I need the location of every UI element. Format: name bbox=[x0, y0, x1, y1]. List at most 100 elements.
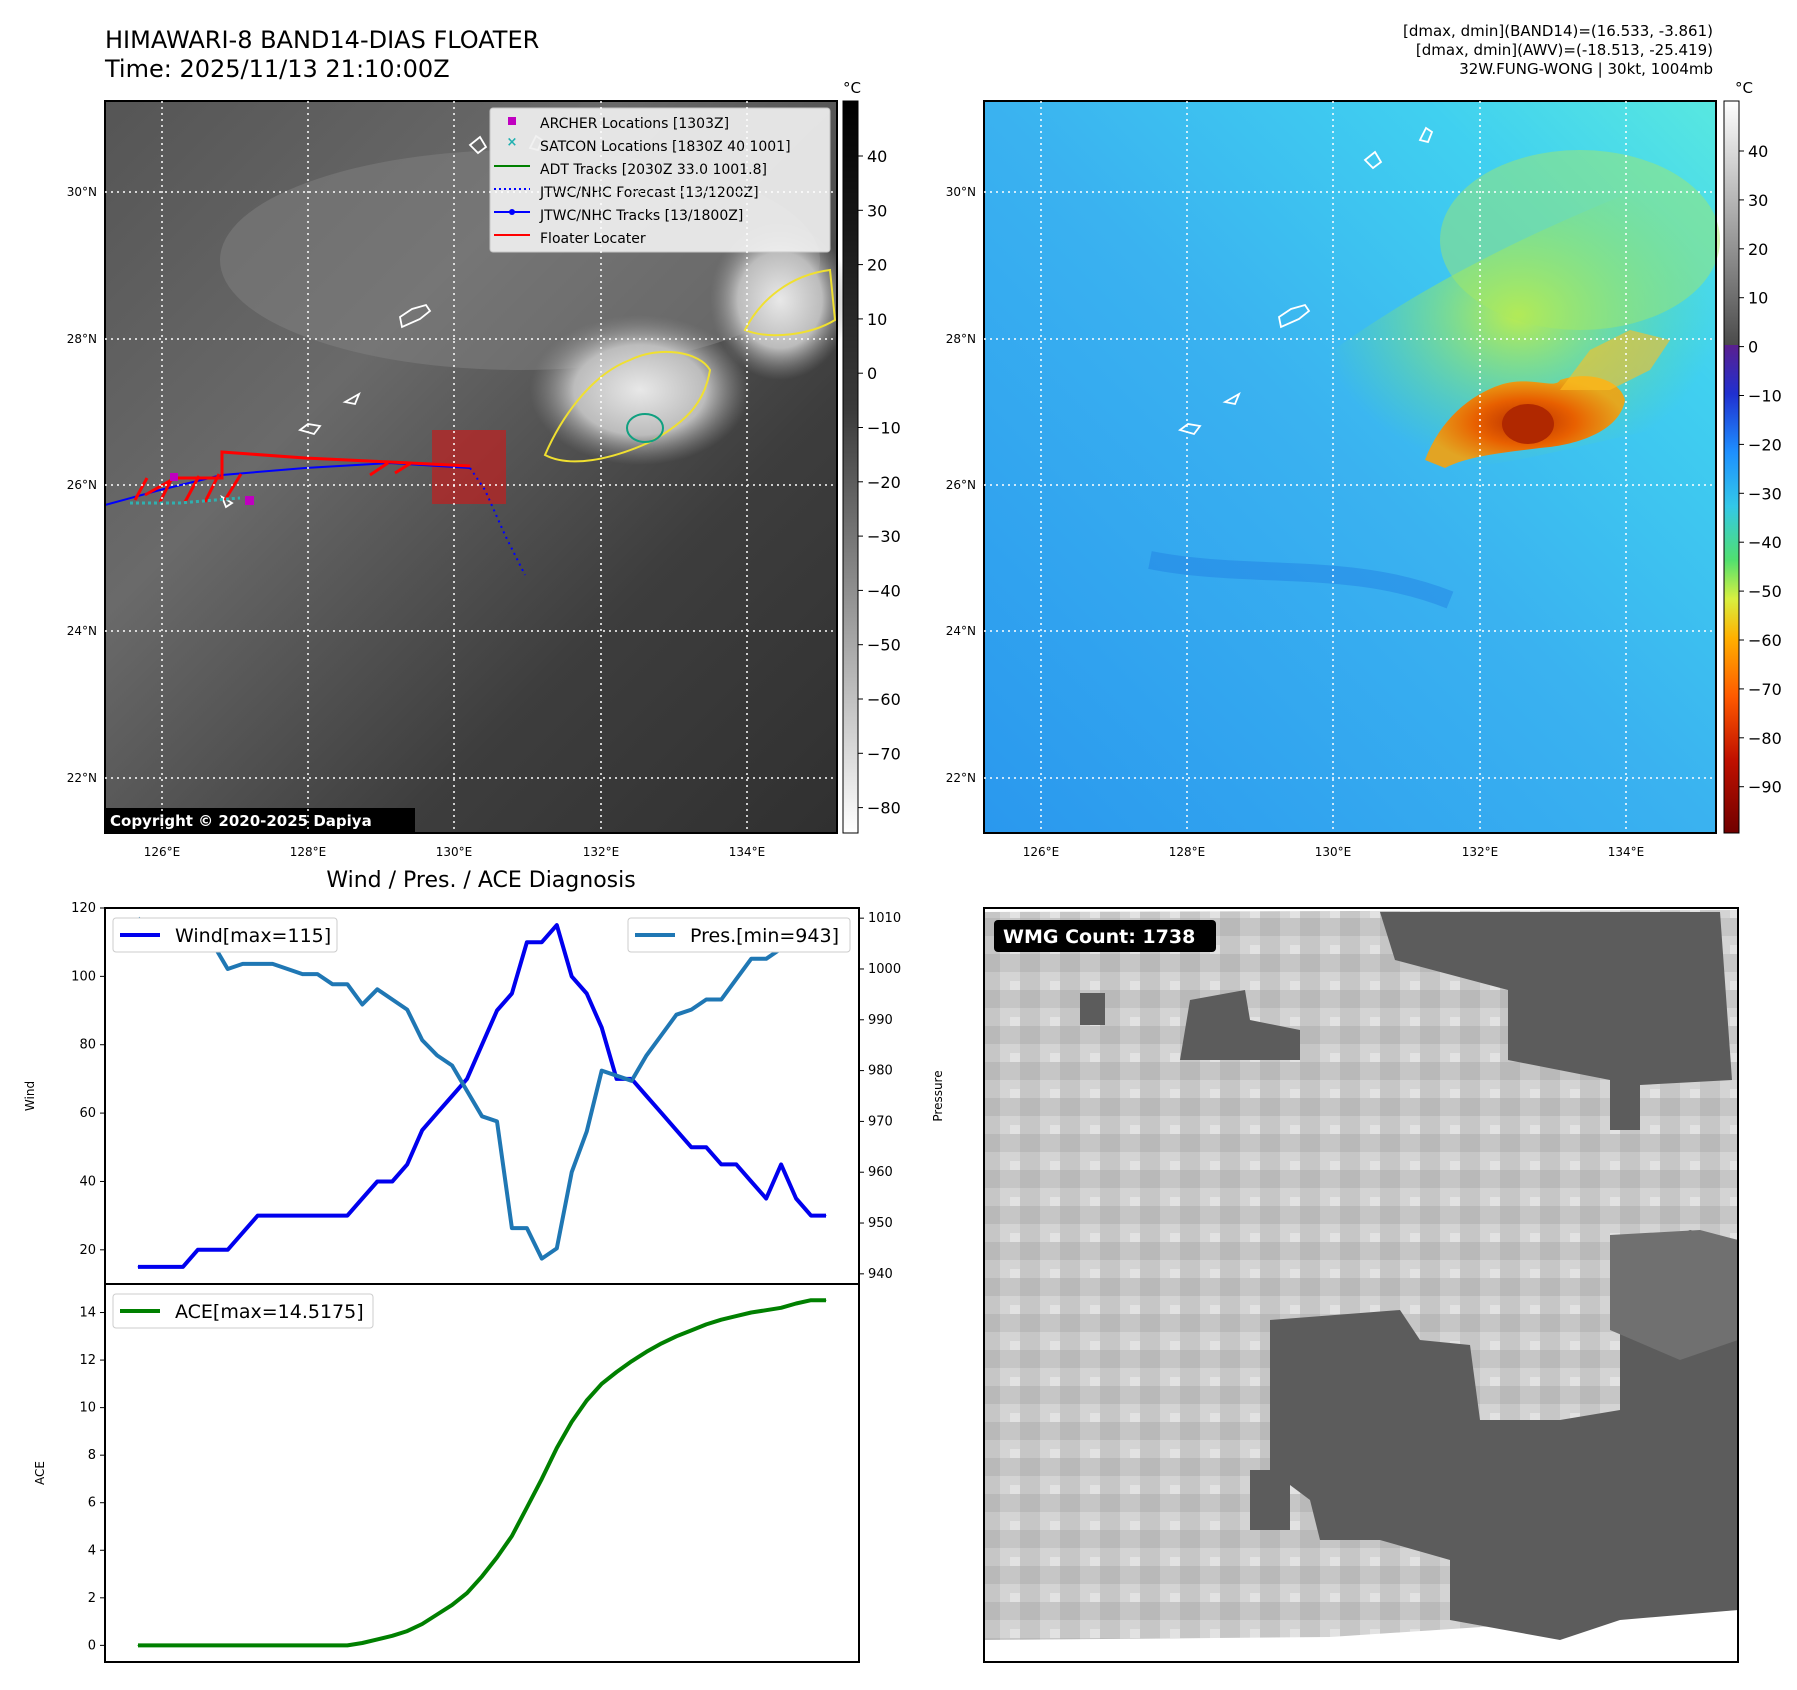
ace-point-1 bbox=[152, 1644, 154, 1646]
pressure-point-31 bbox=[601, 1070, 603, 1072]
wind-point-5 bbox=[212, 1249, 214, 1251]
pressure-tick-label-5: 960 bbox=[868, 1165, 893, 1180]
wind-point-37 bbox=[690, 1146, 692, 1148]
wind-point-20 bbox=[436, 1112, 438, 1114]
archer-location-marker bbox=[245, 496, 254, 505]
ace-point-17 bbox=[391, 1635, 393, 1637]
chart-title: HIMAWARI-8 BAND14-DIAS FLOATER Time: 202… bbox=[105, 26, 539, 84]
pressure-point-27 bbox=[541, 1258, 543, 1260]
jtwc-forecast-line bbox=[469, 467, 526, 576]
ace-point-45 bbox=[810, 1299, 812, 1301]
ace-tick-label-7: 0 bbox=[88, 1638, 96, 1653]
pressure-point-41 bbox=[750, 958, 752, 960]
ace-point-15 bbox=[361, 1642, 363, 1644]
wind-point-14 bbox=[346, 1215, 348, 1217]
ir-map-panel: × ARCHER Locations [1303Z] SATCON Locatio… bbox=[104, 100, 850, 834]
wmg-frame bbox=[983, 907, 1739, 1663]
ace-point-37 bbox=[690, 1329, 692, 1331]
ir-convection-cluster bbox=[530, 315, 750, 465]
ace-point-32 bbox=[616, 1371, 618, 1373]
legend-label-5: Floater Locater bbox=[540, 231, 646, 247]
pressure-point-16 bbox=[376, 988, 378, 990]
wind-point-28 bbox=[556, 924, 558, 926]
wmg-count-box bbox=[994, 920, 1216, 952]
wind-point-36 bbox=[675, 1129, 677, 1131]
ace-point-11 bbox=[302, 1644, 304, 1646]
wind-point-23 bbox=[481, 1044, 483, 1046]
wv-colorbar-tick-label-3: 10 bbox=[1748, 289, 1768, 308]
wv-moist-north bbox=[1440, 150, 1720, 330]
pressure-tick-label-0: 1010 bbox=[868, 911, 901, 926]
ace-point-33 bbox=[631, 1360, 633, 1362]
wmg-dark-region-n bbox=[1180, 990, 1300, 1060]
wind-point-24 bbox=[496, 1010, 498, 1012]
pressure-point-40 bbox=[735, 978, 737, 980]
ace-point-46 bbox=[825, 1299, 827, 1301]
wind-point-29 bbox=[571, 975, 573, 977]
ace-point-35 bbox=[660, 1342, 662, 1344]
pressure-point-23 bbox=[481, 1115, 483, 1117]
ace-axis-label: ACE bbox=[33, 1461, 47, 1485]
wv-colorbar-frame bbox=[1723, 100, 1740, 834]
wind-point-40 bbox=[735, 1163, 737, 1165]
wind-point-38 bbox=[705, 1146, 707, 1148]
ace-legend-label: ACE[max=14.5175] bbox=[175, 1301, 364, 1323]
wind-tick-label-3: 60 bbox=[79, 1106, 96, 1121]
pressure-legend-box bbox=[627, 917, 851, 953]
wv-lat-label-0: 30°N bbox=[946, 185, 976, 199]
ace-point-9 bbox=[272, 1644, 274, 1646]
ir-map-frame bbox=[104, 100, 838, 834]
ace-point-24 bbox=[496, 1556, 498, 1558]
wind-point-31 bbox=[601, 1027, 603, 1029]
ace-tick-label-6: 2 bbox=[88, 1591, 96, 1606]
legend-label-4: JTWC/NHC Tracks [13/1800Z] bbox=[539, 208, 743, 224]
wind-point-16 bbox=[376, 1180, 378, 1182]
meta-line-3: 32W.FUNG-WONG | 30kt, 1004mb bbox=[1459, 60, 1713, 78]
wind-point-19 bbox=[421, 1129, 423, 1131]
pressure-legend-label: Pres.[min=943] bbox=[690, 925, 839, 947]
ace-tick-label-3: 8 bbox=[88, 1448, 96, 1463]
ace-point-2 bbox=[167, 1644, 169, 1646]
wind-point-11 bbox=[302, 1215, 304, 1217]
pressure-point-6 bbox=[227, 968, 229, 970]
pressure-point-10 bbox=[287, 968, 289, 970]
pressure-tick-label-4: 970 bbox=[868, 1114, 893, 1129]
wv-colorbar-tick-label-6: −20 bbox=[1748, 435, 1782, 454]
ir-colorbar: °C 40 30 20 10 0 −10 −20 −30 −40 −50 −60 −70 −80 bbox=[842, 79, 901, 834]
diagnosis-panel: Wind / Pres. / ACE Diagnosis 12010080604… bbox=[23, 868, 945, 1663]
ir-convection-northeast bbox=[710, 220, 850, 380]
wv-colorbar-tick-label-7: −30 bbox=[1748, 484, 1782, 503]
ir-colorbar-tick-label-3: 10 bbox=[867, 310, 887, 329]
wv-lon-label-0: 126°E bbox=[1023, 845, 1060, 859]
wmg-dark-spot-s bbox=[1250, 1470, 1290, 1530]
ir-colorbar-unit: °C bbox=[843, 79, 861, 97]
wind-point-2 bbox=[167, 1266, 169, 1268]
ir-colorbar-tick-label-7: −30 bbox=[867, 527, 901, 546]
wind-point-46 bbox=[825, 1215, 827, 1217]
wind-point-45 bbox=[810, 1215, 812, 1217]
meta-line-1: [dmax, dmin](BAND14)=(16.533, -3.861) bbox=[1402, 22, 1713, 40]
ace-point-18 bbox=[406, 1630, 408, 1632]
wind-point-13 bbox=[331, 1215, 333, 1217]
ace-tick-label-1: 12 bbox=[79, 1353, 96, 1368]
wv-colorbar-tick-label-0: 40 bbox=[1748, 142, 1768, 161]
map-legend-box bbox=[489, 107, 831, 253]
title-line-1: HIMAWARI-8 BAND14-DIAS FLOATER bbox=[105, 26, 540, 54]
meta-line-2: [dmax, dmin](AWV)=(-18.513, -25.419) bbox=[1415, 41, 1713, 59]
wind-legend-box bbox=[112, 917, 338, 953]
wind-point-4 bbox=[197, 1249, 199, 1251]
wind-point-22 bbox=[466, 1078, 468, 1080]
ace-point-39 bbox=[720, 1319, 722, 1321]
pressure-point-33 bbox=[631, 1080, 633, 1082]
pressure-point-7 bbox=[242, 963, 244, 965]
wv-colorbar-ramp-warm bbox=[1724, 101, 1739, 345]
wind-point-10 bbox=[287, 1215, 289, 1217]
wv-map-panel bbox=[983, 100, 1720, 834]
ace-frame bbox=[104, 1283, 860, 1663]
ir-lat-label-4: 22°N bbox=[67, 771, 97, 785]
wv-lat-label-3: 24°N bbox=[946, 624, 976, 638]
wind-point-1 bbox=[152, 1266, 154, 1268]
wv-colorbar-tick-label-5: −10 bbox=[1748, 387, 1782, 406]
ace-point-25 bbox=[511, 1535, 513, 1537]
